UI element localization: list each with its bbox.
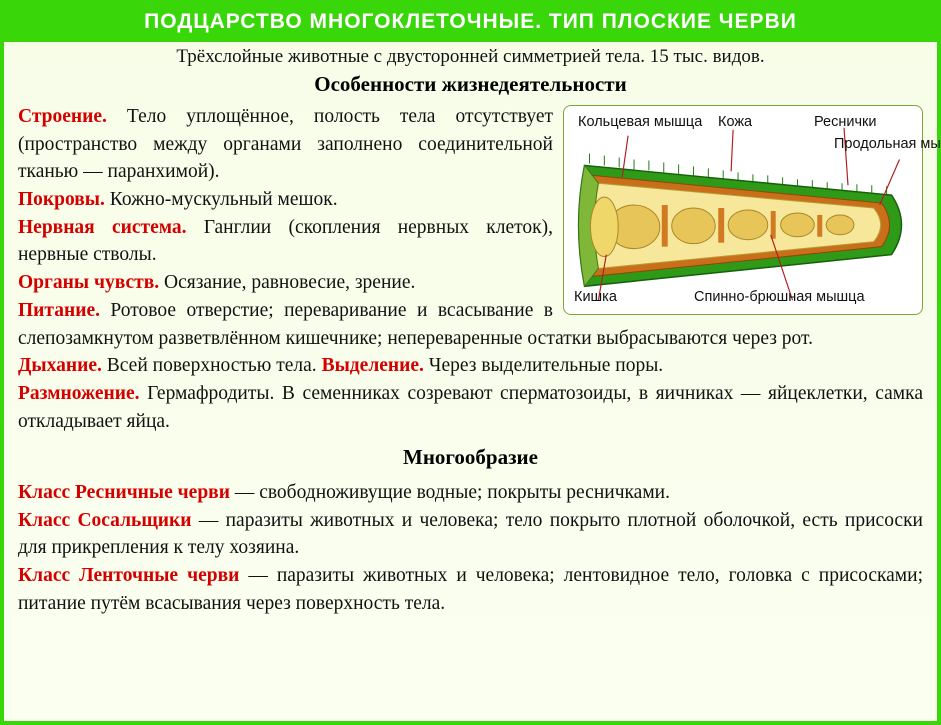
- label-cilia: Реснички: [814, 112, 876, 133]
- term-structure: Строение.: [18, 106, 107, 127]
- label-circular-muscle: Кольцевая мышца: [578, 112, 702, 133]
- title-text: ПОДЦАРСТВО МНОГОКЛЕТОЧНЫЕ. ТИП ПЛОСКИЕ Ч…: [144, 10, 797, 33]
- term-breath: Дыхание.: [18, 355, 102, 376]
- term-covers: Покровы.: [18, 189, 105, 210]
- class-trematoda: Класс Сосальщики: [18, 510, 192, 531]
- term-senses: Органы чувств.: [18, 272, 159, 293]
- term-reproduction: Размножение.: [18, 383, 140, 404]
- text-breath: Всей поверхностью тела.: [102, 355, 322, 376]
- class-ciliary: Класс Ресничные черви: [18, 482, 230, 503]
- label-skin: Кожа: [718, 112, 752, 133]
- label-longitudinal-muscle: Продольная мышца: [834, 134, 941, 155]
- class-ciliary-text: — свободноживущие водные; покрыты реснич…: [230, 482, 670, 503]
- term-nutrition: Питание.: [18, 300, 100, 321]
- label-intestine: Кишка: [574, 287, 617, 308]
- title-bar: ПОДЦАРСТВО МНОГОКЛЕТОЧНЫЕ. ТИП ПЛОСКИЕ Ч…: [4, 4, 937, 42]
- class-cestoda: Класс Ленточные черви: [18, 565, 239, 586]
- label-dorsoventral-muscle: Спинно-брюшная мышца: [694, 287, 865, 308]
- text-covers: Кожно-мускульный мешок.: [105, 189, 338, 210]
- text-senses: Осязание, равновесие, зрение.: [159, 272, 415, 293]
- term-excretion: Выделение.: [322, 355, 424, 376]
- subtitle: Трёхслойные животные с двусторонней симм…: [4, 42, 937, 70]
- text-reproduction: Гермафродиты. В семенниках созревают спе…: [18, 383, 923, 432]
- page-container: ПОДЦАРСТВО МНОГОКЛЕТОЧНЫЕ. ТИП ПЛОСКИЕ Ч…: [0, 0, 941, 725]
- term-nervous: Нервная система.: [18, 217, 187, 238]
- section2-heading: Многообразие: [18, 435, 923, 479]
- section1-heading: Особенности жизнедеятельности: [4, 70, 937, 103]
- anatomy-diagram: Кольцевая мышца Кожа Реснички Продольная…: [563, 105, 923, 315]
- text-excretion: Через выделительные поры.: [424, 355, 663, 376]
- subtitle-text: Трёхслойные животные с двусторонней симм…: [176, 46, 764, 67]
- content-body: Кольцевая мышца Кожа Реснички Продольная…: [4, 103, 937, 721]
